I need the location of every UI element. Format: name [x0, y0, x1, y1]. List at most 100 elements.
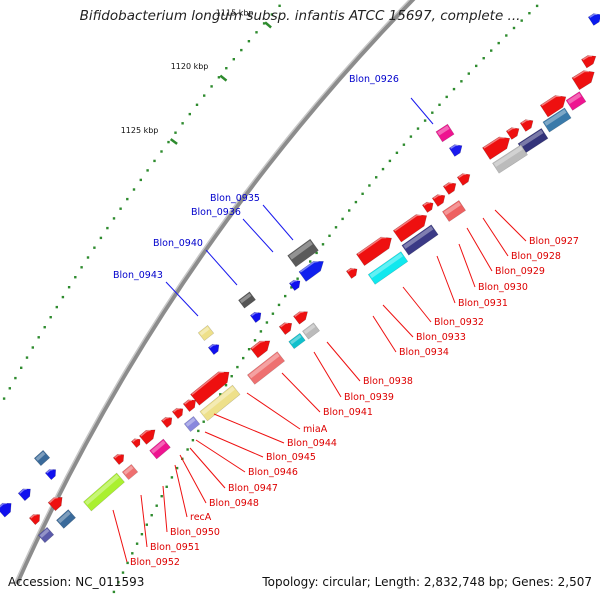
reverse-gene[interactable]	[519, 117, 536, 132]
reverse-gene[interactable]	[539, 91, 569, 118]
reverse-gene[interactable]	[293, 308, 310, 325]
forward-gene[interactable]	[33, 449, 51, 467]
forward-gene[interactable]	[17, 485, 34, 502]
miaA[interactable]	[199, 384, 241, 422]
inner-tick-dot	[253, 339, 257, 342]
inner-tick-dot	[395, 151, 399, 154]
leader-line	[262, 204, 294, 241]
gene-Blon_0936[interactable]	[298, 257, 327, 282]
reverse-gene[interactable]	[565, 91, 587, 111]
gene-Blon_0943[interactable]	[197, 325, 215, 341]
outer-tick-dot	[31, 346, 34, 349]
gene-Blon_0935[interactable]	[287, 238, 319, 268]
outer-tick-dot	[119, 207, 122, 210]
inner-tick-dot	[165, 485, 168, 488]
gene-Blon_0948[interactable]	[131, 436, 142, 448]
reverse-gene[interactable]	[56, 509, 76, 529]
gene-Blon_0941[interactable]	[246, 351, 286, 385]
reverse-gene-label: Blon_0951	[150, 542, 200, 553]
recA[interactable]	[121, 463, 139, 481]
reverse-gene[interactable]	[581, 52, 598, 69]
gene-Blon_0946[interactable]	[138, 426, 158, 445]
forward-gene-label: Blon_0940	[153, 238, 203, 249]
inner-tick-dot	[482, 57, 485, 60]
inner-tick-dot	[290, 286, 293, 289]
leader-line	[195, 439, 246, 473]
forward-gene[interactable]	[288, 277, 302, 291]
reverse-gene[interactable]	[442, 179, 459, 195]
gene-Blon_0940[interactable]	[238, 291, 256, 309]
gene-Blon_0950[interactable]	[83, 472, 125, 512]
outer-tick-dot	[139, 178, 142, 182]
kbp-tick	[219, 74, 228, 82]
reverse-gene[interactable]	[345, 265, 359, 279]
gene-labels: Blon_0926 Blon_0935 Blon_0936 Blon_0940 Blon…	[113, 74, 579, 568]
reverse-gene[interactable]	[182, 396, 199, 413]
gene-Blon_0929[interactable]	[492, 144, 528, 174]
reverse-gene[interactable]	[112, 451, 126, 466]
forward-gene[interactable]	[587, 11, 600, 26]
forward-gene[interactable]	[249, 309, 263, 323]
gene-Blon_0944[interactable]	[190, 367, 233, 406]
gene-Blon_0932[interactable]	[401, 224, 439, 256]
reverse-gene-label: Blon_0941	[323, 407, 373, 418]
reverse-gene[interactable]	[278, 319, 295, 335]
inner-tick-dot	[388, 159, 392, 163]
forward-gene[interactable]	[0, 499, 15, 518]
outer-tick-dot	[2, 397, 6, 400]
forward-gene-label: Blon_0935	[210, 193, 260, 204]
inner-tick-dot	[236, 365, 239, 369]
inner-tick-dot	[416, 127, 420, 130]
reverse-gene-label: Blon_0932	[434, 317, 484, 328]
inner-tick-dot	[219, 393, 222, 396]
reverse-gene[interactable]	[160, 414, 174, 428]
forward-gene-label: Blon_0943	[113, 270, 163, 281]
kbp-label: 1125 kbp	[121, 126, 159, 135]
leader-line	[410, 97, 434, 125]
leader-line	[466, 227, 493, 272]
inner-tick-dot	[520, 19, 523, 22]
outer-tick-dot	[49, 316, 52, 319]
gene-Blon_0939[interactable]	[288, 332, 306, 350]
gene-Blon_0930[interactable]	[442, 200, 466, 222]
reverse-gene[interactable]	[171, 405, 185, 419]
reverse-gene[interactable]	[571, 66, 598, 91]
outer-tick-dot	[112, 217, 116, 220]
inner-tick-dot	[315, 251, 318, 255]
inner-tick-dot	[535, 4, 539, 8]
outer-tick-dot	[37, 336, 40, 339]
outer-tick-dot	[146, 169, 149, 172]
gene-Blon_0951[interactable]	[47, 493, 66, 512]
inner-tick-dot	[186, 448, 189, 451]
reverse-gene[interactable]	[431, 191, 448, 207]
forward-gene[interactable]	[448, 142, 465, 157]
gene-Blon_0931[interactable]	[392, 210, 431, 243]
gene-Blon_0945[interactable]	[183, 415, 201, 433]
outer-tick-dot	[8, 387, 11, 390]
gene-Blon_0926[interactable]	[435, 123, 455, 143]
gene-Blon_0933[interactable]	[356, 232, 395, 266]
outer-tick-dot	[262, 22, 266, 25]
reverse-gene[interactable]	[421, 199, 435, 213]
gene-Blon_0952[interactable]	[28, 511, 42, 526]
gene-Blon_0928[interactable]	[482, 133, 513, 160]
gene-Blon_0947[interactable]	[149, 438, 171, 460]
genome-backbone	[14, 0, 416, 585]
leader-line	[242, 218, 274, 253]
leader-line	[205, 249, 238, 286]
leader-line	[326, 341, 361, 382]
gene-features[interactable]	[0, 11, 600, 544]
reverse-gene[interactable]	[542, 107, 572, 133]
gene-Blon_0938[interactable]	[302, 322, 320, 340]
reverse-gene[interactable]	[37, 526, 55, 544]
inner-tick-dot	[348, 209, 351, 212]
reverse-gene-label: Blon_0945	[266, 452, 316, 463]
reverse-gene-label: Blon_0952	[130, 557, 180, 568]
gene-Blon_0934[interactable]	[367, 251, 409, 285]
reverse-gene[interactable]	[250, 336, 273, 359]
forward-gene[interactable]	[207, 341, 221, 355]
reverse-gene[interactable]	[456, 170, 473, 186]
reverse-gene[interactable]	[505, 125, 522, 140]
reverse-gene-label: Blon_0950	[170, 527, 220, 538]
forward-gene[interactable]	[44, 466, 58, 481]
